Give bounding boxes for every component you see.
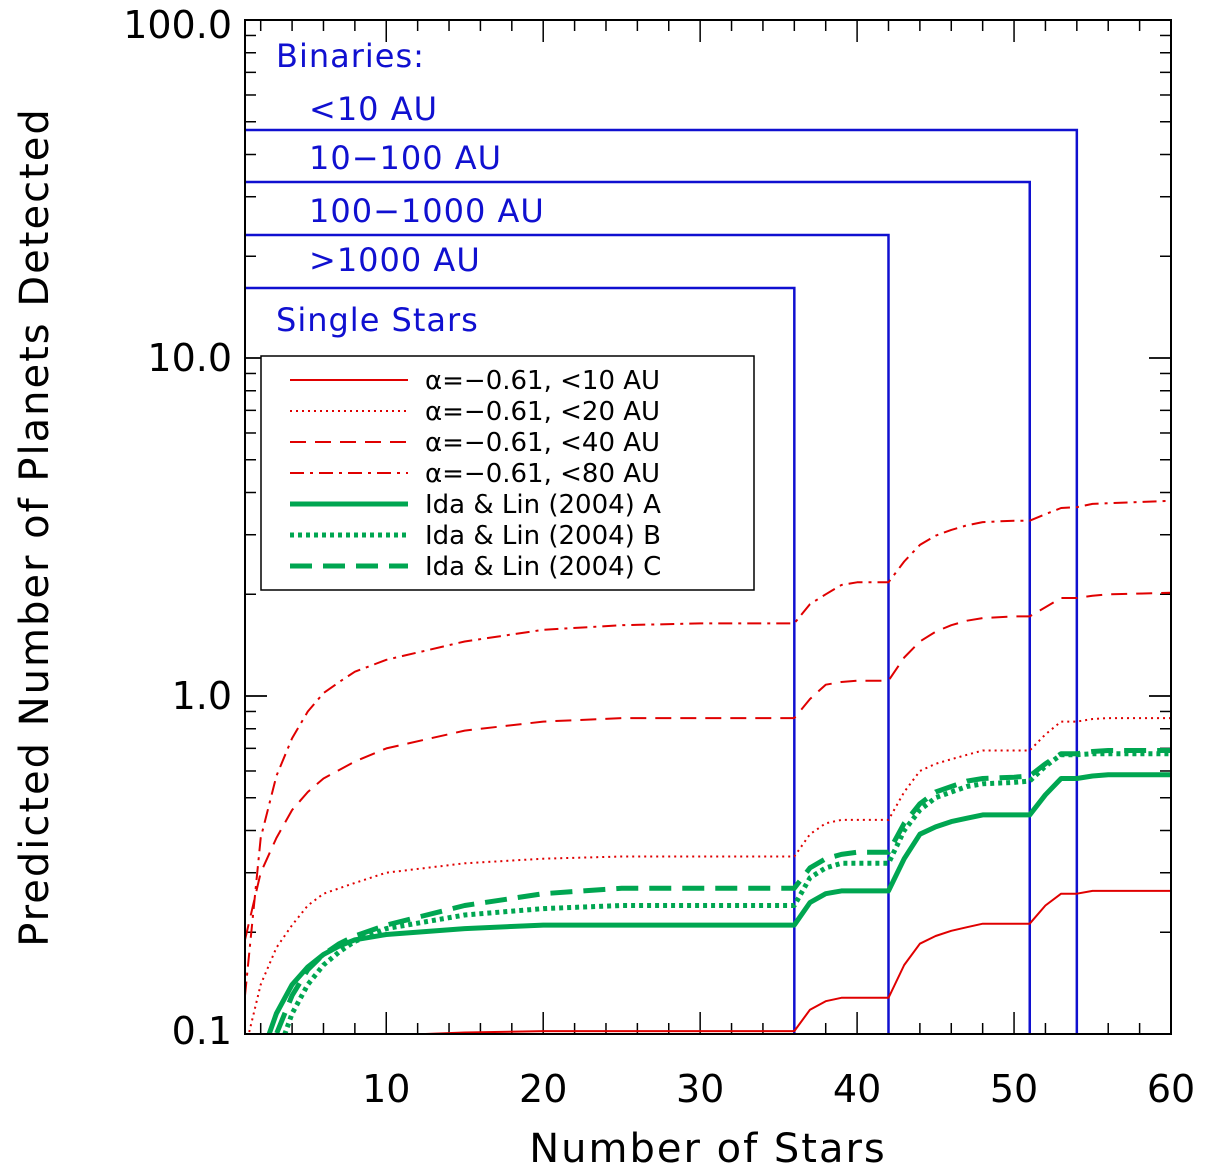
- binaries-header: Binaries:: [276, 37, 425, 75]
- tick-labels: 10 20 30 40 50 60 0.1 1.0 10.0 100.0: [123, 3, 1195, 1111]
- legend-label: Ida & Lin (2004) B: [425, 521, 661, 551]
- x-tick-label: 20: [519, 1067, 567, 1111]
- legend: α=−0.61, <10 AUα=−0.61, <20 AUα=−0.61, <…: [260, 355, 755, 591]
- region-boundaries: [245, 128, 1079, 1034]
- x-tick-label: 40: [833, 1067, 881, 1111]
- legend-label: α=−0.61, <40 AU: [425, 428, 660, 458]
- region-boundary: [245, 128, 1079, 1034]
- legend-label: α=−0.61, <10 AU: [425, 366, 660, 396]
- region-labels: Binaries: <10 AU 10−100 AU 100−1000 AU >1000…: [276, 37, 545, 339]
- region-boundary: [245, 286, 796, 1034]
- series-line: [245, 499, 1171, 996]
- series-line: [273, 748, 1171, 1034]
- region-label: <10 AU: [309, 90, 438, 128]
- series-line: [399, 889, 1171, 1034]
- y-tick-label: 100.0: [123, 3, 232, 47]
- legend-label: Ida & Lin (2004) A: [425, 490, 661, 520]
- region-label: 10−100 AU: [309, 139, 502, 177]
- y-tick-label: 1.0: [172, 674, 232, 718]
- legend-label: α=−0.61, <80 AU: [425, 459, 660, 489]
- y-axis-title: Predicted Number of Planets Detected: [12, 107, 58, 946]
- legend-box: [260, 355, 755, 591]
- series-line: [245, 591, 1171, 941]
- x-tick-label: 10: [362, 1067, 410, 1111]
- region-boundary: [245, 233, 890, 1034]
- x-tick-label: 30: [676, 1067, 724, 1111]
- x-tick-label: 50: [990, 1067, 1038, 1111]
- x-tick-label: 60: [1147, 1067, 1195, 1111]
- region-label: Single Stars: [276, 301, 479, 339]
- x-axis-title: Number of Stars: [529, 1126, 887, 1172]
- series-line: [247, 717, 1171, 1034]
- region-label: 100−1000 AU: [309, 192, 545, 230]
- y-tick-label: 0.1: [172, 1009, 232, 1053]
- legend-label: α=−0.61, <20 AU: [425, 397, 660, 427]
- legend-label: Ida & Lin (2004) C: [425, 552, 661, 582]
- y-tick-label: 10.0: [147, 336, 232, 380]
- region-label: >1000 AU: [309, 241, 481, 279]
- region-boundary: [245, 180, 1031, 1034]
- data-series: [245, 499, 1171, 1034]
- series-line: [266, 772, 1171, 1034]
- plot-frame: [244, 19, 1172, 1035]
